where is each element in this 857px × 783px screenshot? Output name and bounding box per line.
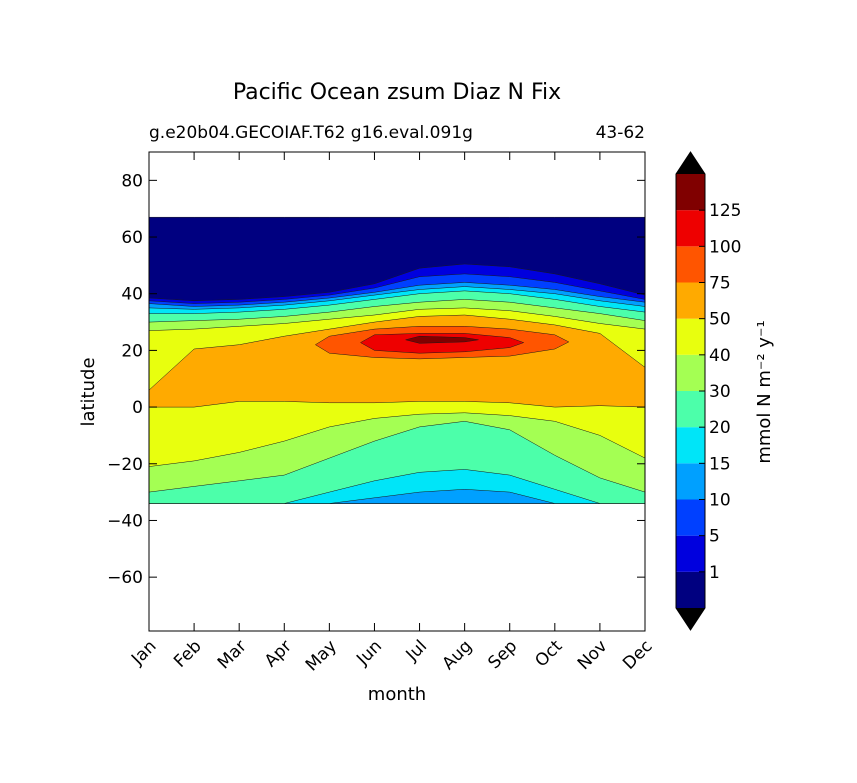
colorbar-segment xyxy=(676,391,705,428)
colorbar-segment xyxy=(676,427,705,464)
x-tick-label: Jan xyxy=(127,636,160,669)
colorbar-outline xyxy=(675,151,706,631)
x-tick-label: Mar xyxy=(214,636,251,673)
y-tick-label: 20 xyxy=(121,341,143,361)
x-tick-label: Jul xyxy=(402,636,431,665)
colorbar-segment xyxy=(676,354,705,391)
colorbar-tick-label: 50 xyxy=(709,310,731,330)
y-tick-label: 40 xyxy=(121,285,143,305)
contour-band-125 xyxy=(405,335,479,344)
x-tick-label: Aug xyxy=(439,636,477,674)
x-tick-label: Dec xyxy=(619,636,656,673)
colorbar-segment xyxy=(676,463,705,500)
y-tick-label: −20 xyxy=(107,455,143,475)
colorbar-extend-min xyxy=(676,608,705,630)
colorbar-tick-label: 5 xyxy=(709,527,720,547)
x-tick-label: Nov xyxy=(574,636,612,674)
y-axis-label: latitude xyxy=(78,357,99,426)
colorbar-tick-label: 10 xyxy=(709,491,731,511)
colorbar-segment xyxy=(676,282,705,319)
colorbar-tick-label: 20 xyxy=(709,418,731,438)
colorbar-segment xyxy=(676,318,705,355)
x-tick-label: Feb xyxy=(170,636,205,671)
chart-title: Pacific Ocean zsum Diaz N Fix xyxy=(233,80,561,105)
colorbar-tick-label: 1 xyxy=(709,563,720,583)
colorbar-segment xyxy=(676,535,705,572)
contour-fill xyxy=(149,216,645,504)
plot-frame xyxy=(148,151,646,632)
colorbar-segment xyxy=(676,499,705,536)
y-tick-label: 0 xyxy=(132,398,143,418)
x-tick-label: Oct xyxy=(531,636,566,671)
colorbar-tick-label: 75 xyxy=(709,274,731,294)
colorbar-tick-label: 100 xyxy=(709,237,741,257)
colorbar-tick-label: 40 xyxy=(709,346,731,366)
colorbar-segment xyxy=(676,174,705,211)
colorbar-tick-label: 125 xyxy=(709,201,741,221)
y-tick-label: −60 xyxy=(107,568,143,588)
colorbar-segment xyxy=(676,210,705,247)
chart-subtitle-right: 43-62 xyxy=(596,123,645,143)
y-tick-label: 60 xyxy=(121,228,143,248)
x-tick-label: Jun xyxy=(352,636,386,670)
x-axis-label: month xyxy=(368,684,426,705)
y-axis: 80 60 40 20 0 −20 −40 −60 xyxy=(107,171,645,588)
y-tick-label: −40 xyxy=(107,511,143,531)
y-tick-label: 80 xyxy=(121,171,143,191)
x-tick-label: Apr xyxy=(261,636,296,671)
chart-subtitle-left: g.e20b04.GECOIAF.T62 g16.eval.091g xyxy=(149,123,473,143)
colorbar-label: mmol N m⁻² y⁻¹ xyxy=(754,320,775,463)
contour-band-100 xyxy=(359,333,525,354)
colorbar-segment xyxy=(676,246,705,283)
x-tick-label: May xyxy=(302,636,341,675)
colorbar-tick-label: 15 xyxy=(709,454,731,474)
colorbar-segment xyxy=(676,571,705,608)
colorbar-tick-label: 30 xyxy=(709,382,731,402)
x-tick-label: Sep xyxy=(484,636,521,673)
colorbar-extend-max xyxy=(676,152,705,174)
